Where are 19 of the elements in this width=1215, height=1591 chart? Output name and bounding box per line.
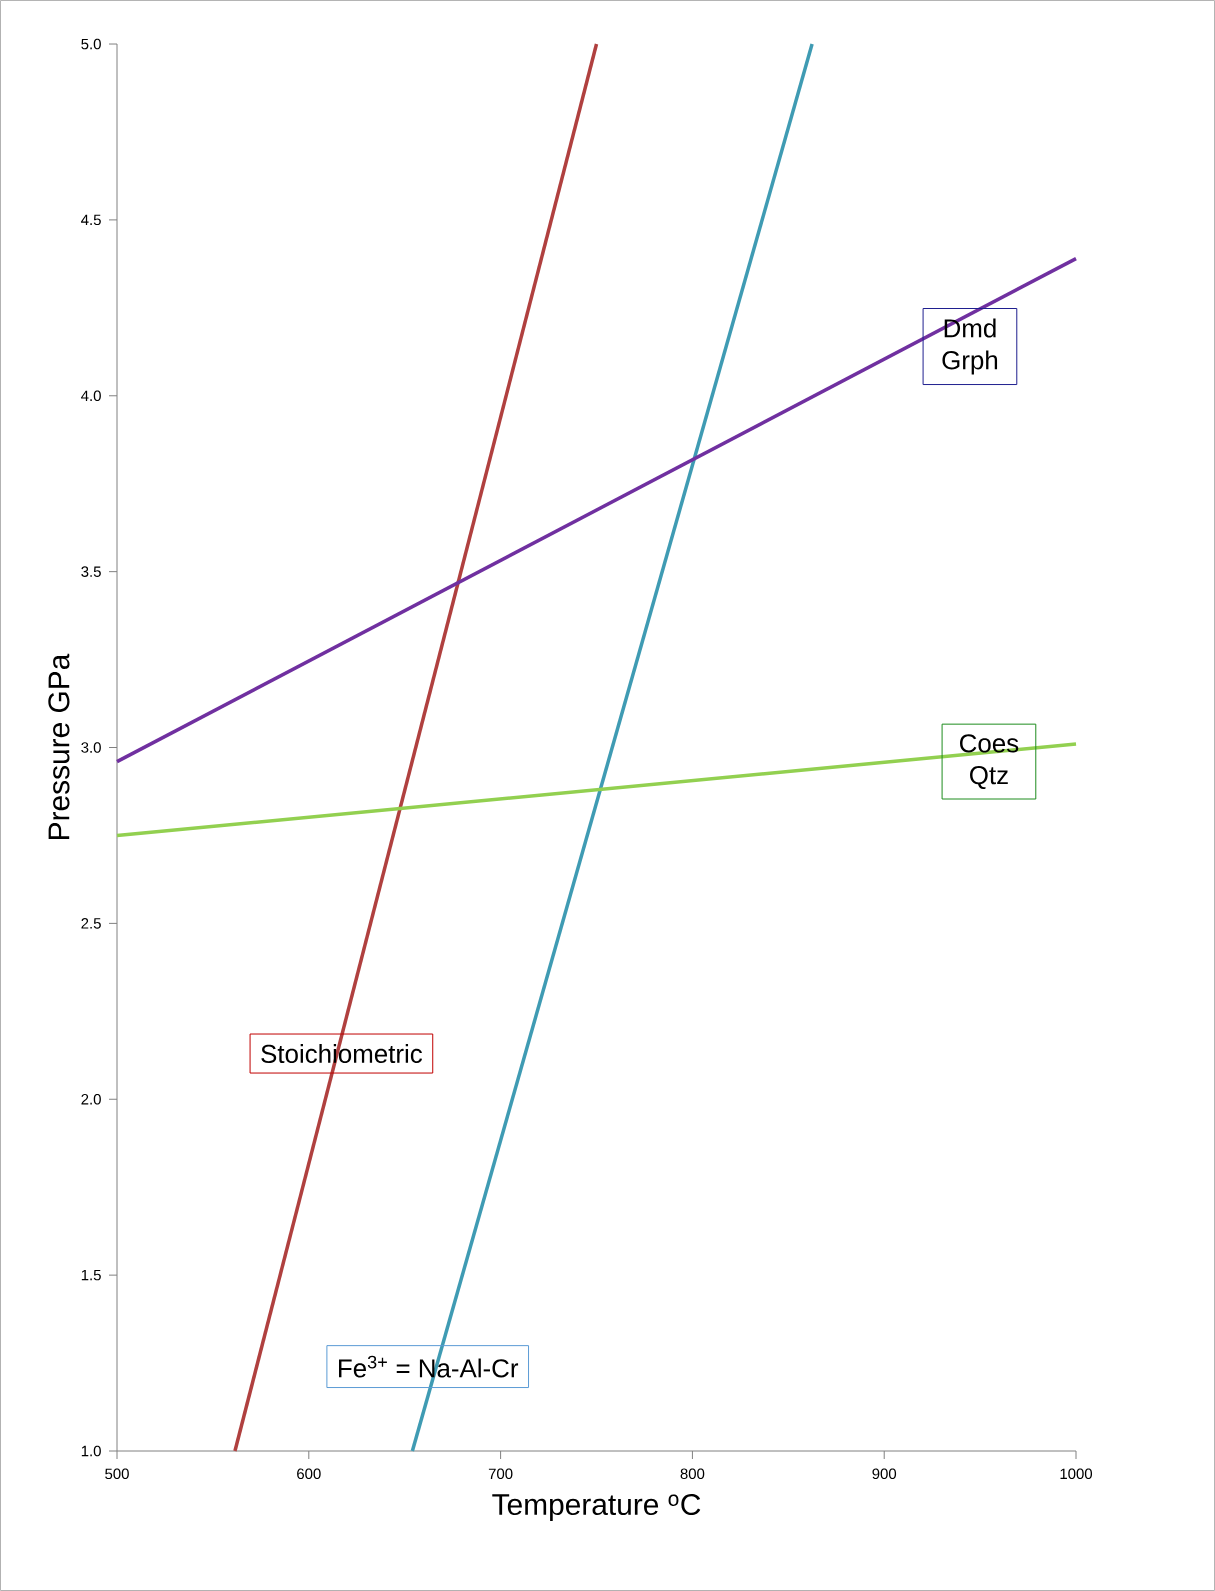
- y-tick-label: 2.0: [81, 1093, 101, 1105]
- y-tick-label: 4.0: [81, 390, 101, 402]
- x-tick-label: 900: [872, 1468, 897, 1480]
- annotation: Coes Qtz: [960, 734, 1019, 790]
- x-tick-label: 700: [488, 1468, 513, 1480]
- x-axis-title: Temperature $^{o}$C: [492, 1493, 701, 1522]
- y-tick-label: 4.5: [81, 214, 101, 226]
- y-tick-label: 1.5: [81, 1269, 101, 1281]
- y-tick-label: 5.0: [81, 38, 101, 50]
- x-tick-label: 1000: [1060, 1468, 1093, 1480]
- x-tick-label: 600: [297, 1468, 321, 1480]
- annotation: Dmd Grph: [942, 318, 998, 375]
- y-axis-title: Pressure GPa: [48, 653, 70, 839]
- y-tick-label: 1.0: [81, 1445, 101, 1457]
- y-tick-label: 3.0: [81, 742, 101, 753]
- x-tick-label: 800: [680, 1468, 705, 1480]
- x-tick-label: 500: [105, 1468, 129, 1480]
- y-tick-label: 3.5: [81, 566, 101, 577]
- y-tick-label: 2.5: [81, 918, 101, 929]
